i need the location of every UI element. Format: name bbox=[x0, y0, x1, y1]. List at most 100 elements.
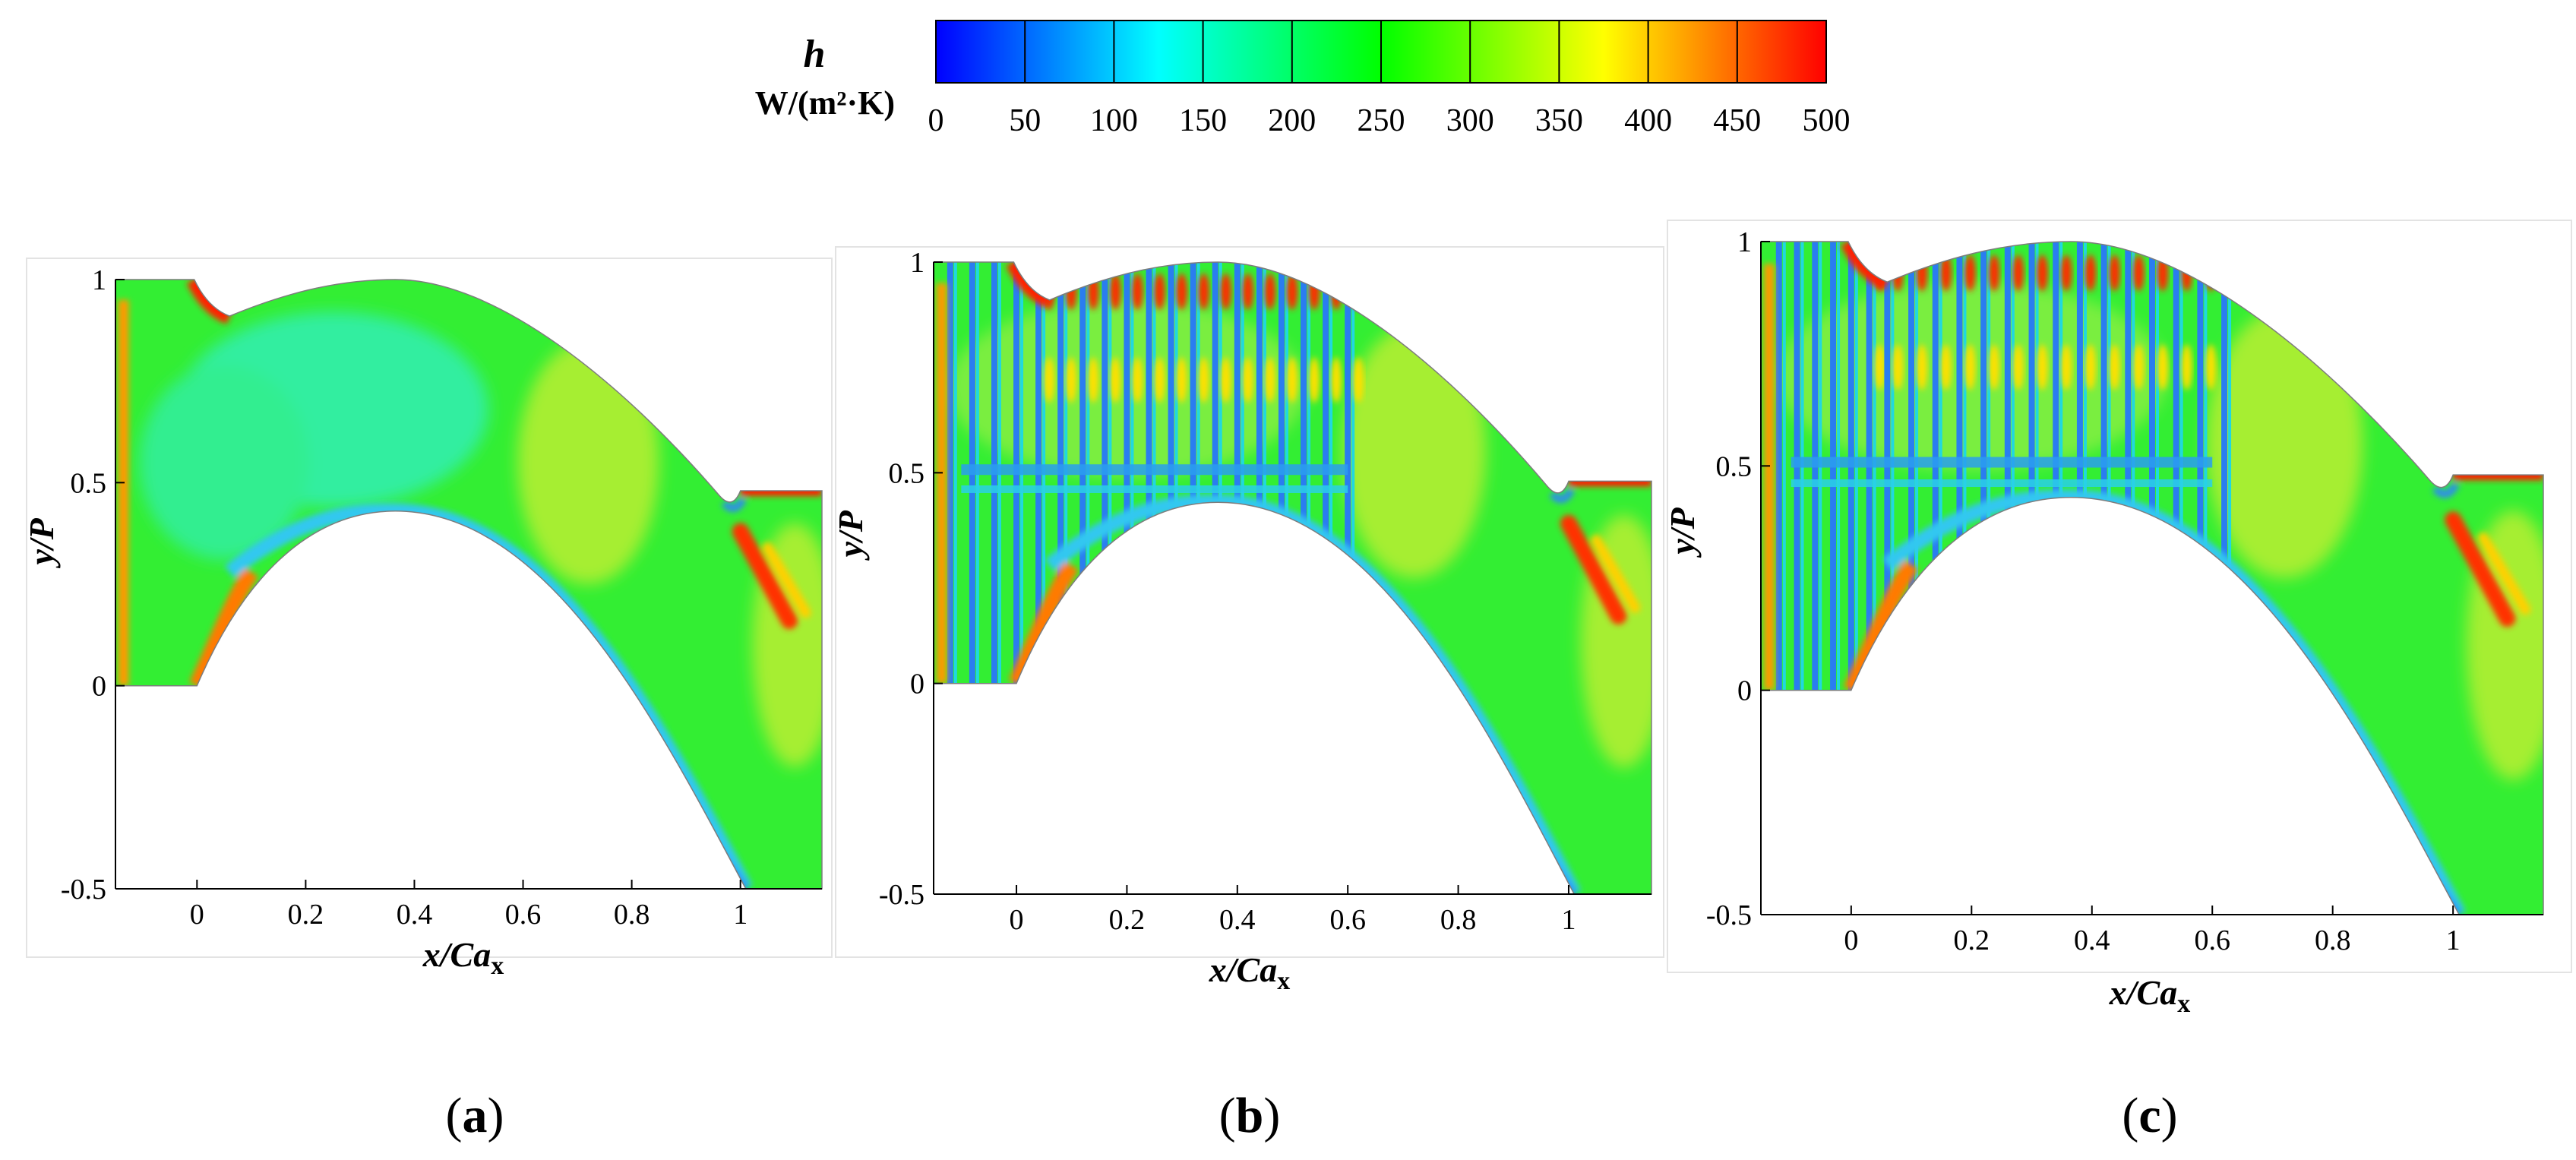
warm-spot bbox=[1353, 357, 1364, 403]
x-tick-label: 0.8 bbox=[2315, 925, 2351, 956]
y-tick-label: -0.5 bbox=[61, 874, 106, 906]
wake-band bbox=[961, 485, 1348, 493]
warm-spot bbox=[1286, 357, 1297, 403]
y-tick-label: 1 bbox=[910, 247, 925, 279]
rib-band bbox=[1278, 262, 1285, 894]
colorbar-tick-label: 0 bbox=[928, 103, 944, 138]
hot-spot bbox=[1088, 273, 1099, 310]
warm-spot bbox=[2157, 344, 2168, 390]
rib-band bbox=[1329, 262, 1333, 894]
x-tick-label: 0.2 bbox=[1954, 925, 1990, 956]
rib-band bbox=[1146, 262, 1152, 894]
rib-band bbox=[1102, 262, 1108, 894]
x-tick-label: 1 bbox=[733, 899, 748, 931]
warm-spot bbox=[1132, 357, 1143, 403]
rib-band bbox=[1013, 262, 1020, 894]
rib-band bbox=[2149, 242, 2155, 915]
rib-band bbox=[1775, 242, 1782, 915]
x-axis-label: x/Cax bbox=[1209, 950, 1290, 995]
x-tick-label: 0 bbox=[1010, 904, 1024, 936]
y-tick-label: -0.5 bbox=[879, 879, 925, 911]
rib-band bbox=[1782, 242, 1786, 915]
rib-band bbox=[2059, 242, 2063, 915]
rib-band bbox=[1196, 262, 1200, 894]
warm-spot bbox=[2061, 344, 2072, 390]
panel-frame bbox=[835, 246, 1664, 958]
rib-band bbox=[1980, 242, 1987, 915]
low-h-region bbox=[139, 365, 309, 560]
rib-band bbox=[1108, 262, 1112, 894]
hot-spot bbox=[1242, 273, 1253, 310]
hot-spot bbox=[1353, 273, 1364, 310]
rib-band bbox=[1079, 262, 1086, 894]
rib-band bbox=[1256, 262, 1263, 894]
hot-spot bbox=[1176, 273, 1187, 310]
warm-spot bbox=[1940, 344, 1952, 390]
warm-spot bbox=[2109, 344, 2120, 390]
passage-outline bbox=[1760, 241, 2544, 915]
hot-spot bbox=[2012, 254, 2024, 292]
warm-streak bbox=[2477, 532, 2531, 615]
x-tick-label: 0.4 bbox=[397, 899, 433, 931]
rib-band bbox=[2179, 242, 2183, 915]
x-tick-label: 0.6 bbox=[505, 899, 542, 931]
heat-field bbox=[934, 262, 1651, 894]
rib-band bbox=[997, 262, 1001, 894]
rib-band bbox=[2156, 242, 2159, 915]
colorbar-tick-label: 250 bbox=[1358, 103, 1405, 138]
hot-spot bbox=[1198, 273, 1209, 310]
rib-band bbox=[1323, 262, 1329, 894]
y-tick-label: 0 bbox=[92, 671, 106, 703]
hot-spot bbox=[1917, 254, 1928, 292]
colorbar-tick-label: 500 bbox=[1803, 103, 1851, 138]
colorbar-ticks: 0 50 100 150 200 250 300 350 400 450 500 bbox=[928, 103, 1851, 138]
colorbar-tick-label: 100 bbox=[1090, 103, 1138, 138]
rib-band bbox=[2083, 242, 2087, 915]
rib-band bbox=[2004, 242, 2011, 915]
wake-band bbox=[1791, 479, 2213, 488]
rib-band bbox=[1212, 262, 1218, 894]
warm-spot bbox=[1917, 344, 1928, 390]
rib-band bbox=[2011, 242, 2015, 915]
rib-band bbox=[975, 262, 979, 894]
y-axis-label: y/P bbox=[1663, 507, 1702, 558]
rib-band bbox=[1351, 262, 1355, 894]
mid-h-region bbox=[2206, 308, 2363, 578]
warm-spot bbox=[1044, 357, 1055, 403]
colorbar-tick-label: 200 bbox=[1268, 103, 1316, 138]
rib-band bbox=[1956, 242, 1963, 915]
rib-band bbox=[2035, 242, 2039, 915]
mid-h-region bbox=[517, 340, 659, 584]
y-tick-label: 0 bbox=[1737, 675, 1752, 707]
rib-band bbox=[1020, 262, 1024, 894]
mid-h-region bbox=[2466, 510, 2543, 780]
colorbar-unit: W/(m²·K) bbox=[755, 84, 895, 122]
rib-band bbox=[1190, 262, 1196, 894]
rib-band bbox=[991, 262, 997, 894]
rib-band bbox=[1987, 242, 1991, 915]
colorbar-tick-label: 300 bbox=[1446, 103, 1494, 138]
wake-band bbox=[961, 464, 1348, 476]
mid-h-region bbox=[1342, 325, 1486, 578]
colorbar-symbol: h bbox=[804, 33, 826, 76]
hot-spot bbox=[1989, 254, 2000, 292]
rib-band bbox=[2204, 242, 2208, 915]
rib-band bbox=[1939, 242, 1942, 915]
hot-spot bbox=[2157, 254, 2168, 292]
warm-spot bbox=[2085, 344, 2096, 390]
x-tick-label: 0 bbox=[1844, 925, 1858, 956]
rib-band bbox=[1854, 242, 1858, 915]
colorbar-tick-label: 350 bbox=[1535, 103, 1583, 138]
hot-spot bbox=[1309, 273, 1320, 310]
rib-band bbox=[1307, 262, 1311, 894]
rib-band bbox=[2173, 242, 2179, 915]
hot-spot bbox=[1892, 254, 1904, 292]
rib-band bbox=[2221, 242, 2228, 915]
hot-spot bbox=[1940, 254, 1952, 292]
colorbar-tick-label: 150 bbox=[1179, 103, 1227, 138]
rib-band bbox=[1866, 242, 1873, 915]
rib-band bbox=[2132, 242, 2135, 915]
rib-band bbox=[2125, 242, 2132, 915]
hot-spot bbox=[1220, 273, 1231, 310]
warm-spot bbox=[1088, 357, 1099, 403]
